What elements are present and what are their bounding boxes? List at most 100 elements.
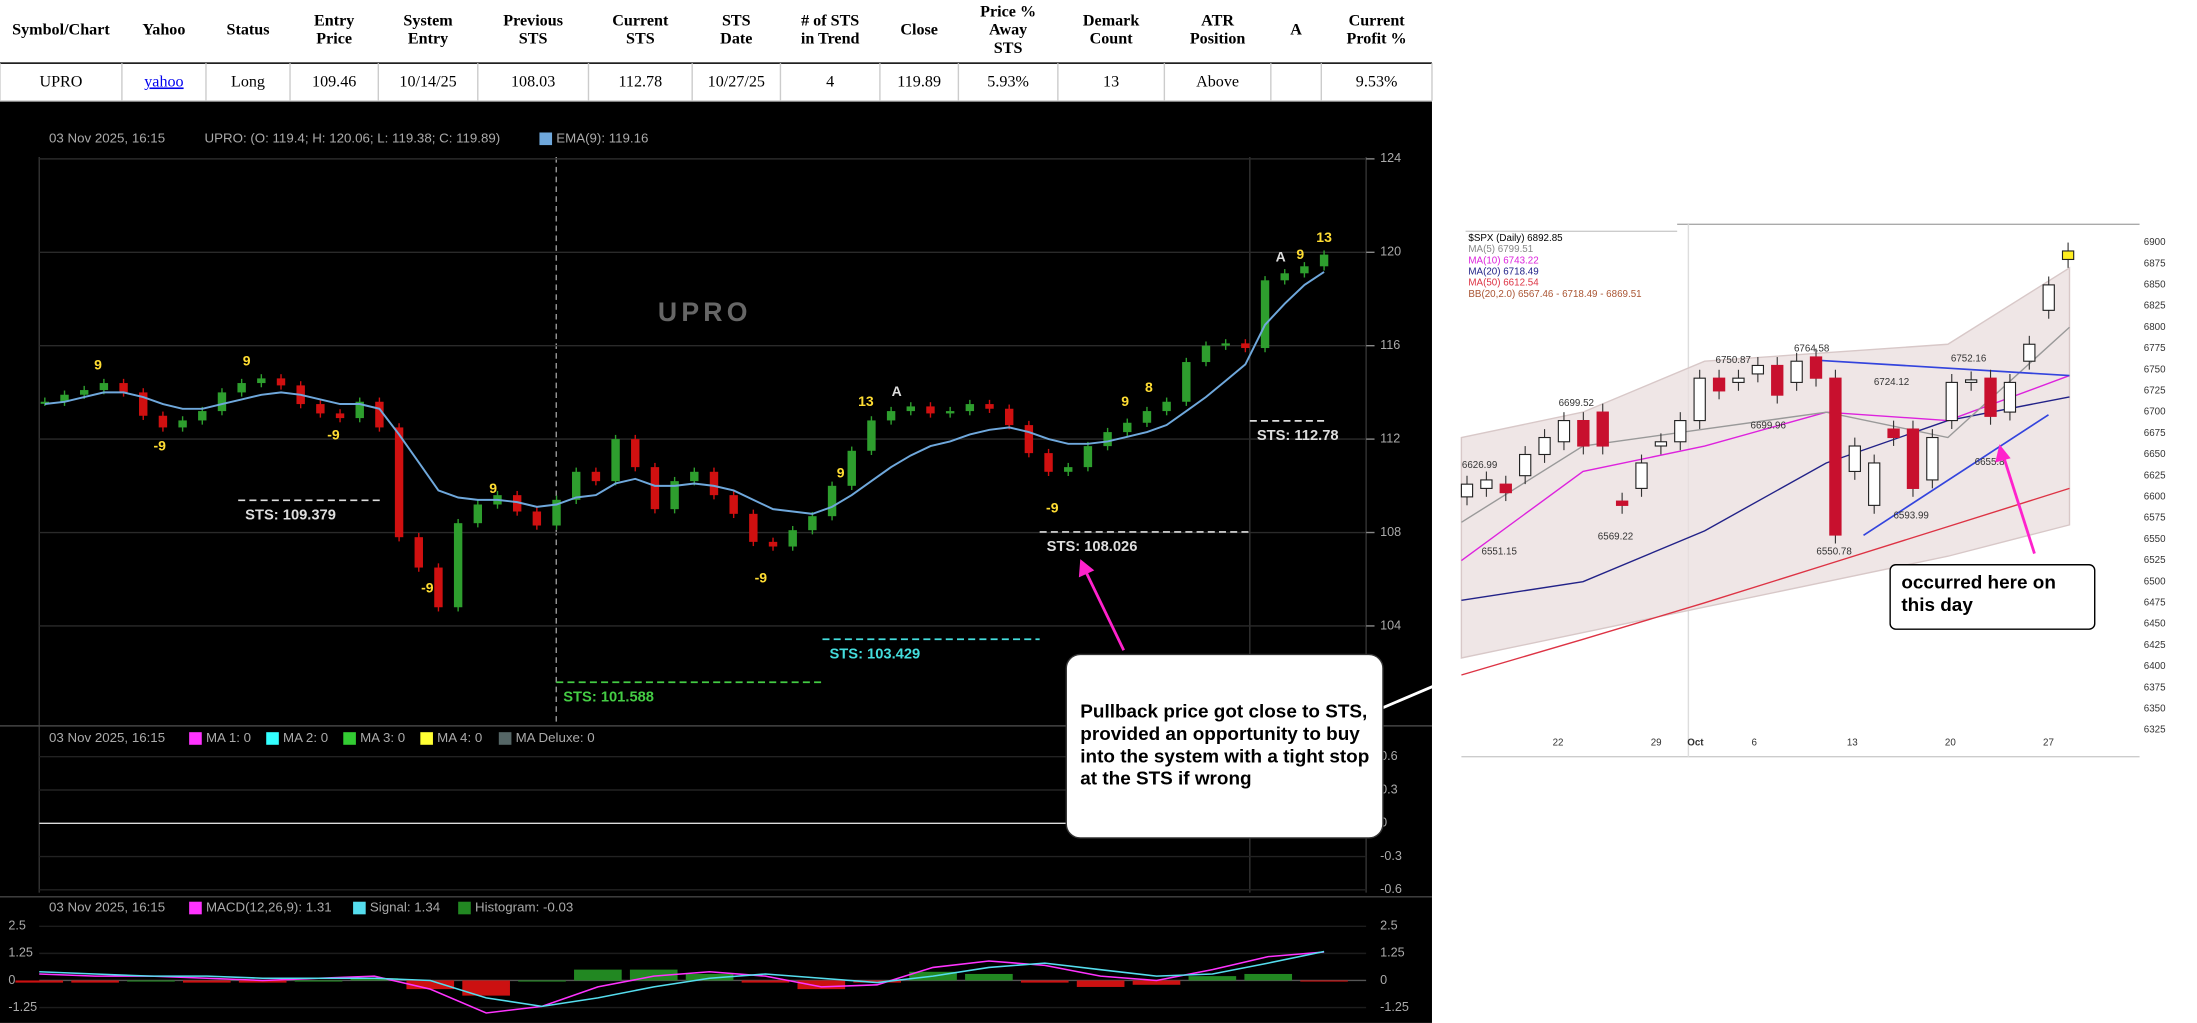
signal-line [39, 950, 1325, 1008]
note-text: occurred here on this day [1901, 571, 2056, 616]
candle [1083, 446, 1093, 468]
histogram-bar [406, 980, 455, 990]
price-panel [0, 100, 1432, 1023]
candle [985, 404, 994, 409]
histogram-bar [71, 980, 119, 983]
histogram-bar [797, 980, 846, 990]
candle [257, 378, 266, 384]
candle [591, 471, 601, 482]
ma5-line [1461, 326, 2070, 523]
candle [473, 504, 483, 524]
candle [60, 394, 69, 402]
candle [434, 567, 443, 608]
y-tick-label: 6375 [2144, 682, 2166, 693]
value-label: 6655.8 [1975, 457, 2006, 468]
y-tick-label: -0.6 [1380, 882, 1402, 896]
timestamp: 03 Nov 2025, 16:15 [49, 900, 165, 915]
y-tick-label: 6550 [2144, 534, 2166, 545]
candle [709, 471, 719, 496]
candle [198, 411, 207, 421]
legend-entry: MA(5) 6799.51 [1468, 244, 1533, 255]
table-cell: 112.78 [618, 73, 662, 90]
candle [1848, 445, 1861, 473]
table-header: Profit % [1347, 31, 1407, 48]
candle [2061, 250, 2075, 261]
y-tick-label: 2.5 [1380, 919, 1398, 933]
table-cell: Above [1196, 73, 1239, 90]
candle [1964, 379, 1978, 383]
candle [453, 523, 463, 608]
histogram-bar [1076, 980, 1125, 987]
candle [1460, 483, 1474, 498]
candle [1674, 420, 1687, 443]
y-tick-label: 6675 [2144, 428, 2166, 439]
candle [1732, 377, 1745, 383]
yahoo-link[interactable]: yahoo [144, 73, 183, 90]
candle [729, 495, 738, 514]
y-tick-label: 6900 [2144, 237, 2166, 248]
legend-entry: MACD(12,26,9): 1.31 [206, 900, 332, 915]
candle [1280, 273, 1289, 281]
candle [1142, 411, 1152, 423]
legend-entry: MA 3: 0 [360, 730, 405, 745]
candle [1241, 343, 1250, 349]
candle [1906, 428, 1920, 489]
sts-label: STS: 109.379 [245, 508, 336, 524]
arrow-head [1078, 559, 1095, 578]
table-header: ATR [1201, 13, 1234, 30]
candle [1024, 425, 1034, 454]
note-box [1889, 564, 2096, 630]
legend-entry: Signal: 1.34 [370, 900, 440, 915]
candle [99, 383, 109, 391]
value-label: 6699.96 [1751, 421, 1787, 432]
timestamp: 03 Nov 2025, 16:15 [49, 130, 165, 145]
histogram-bar [1244, 973, 1293, 981]
candle [1887, 428, 1900, 439]
table-header: Close [900, 22, 938, 39]
y-tick-label: 6525 [2144, 555, 2166, 566]
arrow [1084, 571, 1125, 651]
candle [1926, 436, 1939, 481]
demark-count: -9 [327, 427, 340, 443]
table-header: STS [626, 31, 655, 48]
y-tick-label: 0.6 [1380, 749, 1398, 763]
candle [79, 390, 89, 395]
value-label: 6593.99 [1893, 510, 1928, 521]
demark-count: -9 [421, 579, 434, 595]
demark-count: 13 [858, 393, 874, 409]
candle [1577, 420, 1590, 447]
legend-swatch [420, 732, 433, 745]
candle [178, 420, 187, 428]
candle [1615, 500, 1629, 506]
sts-label: STS: 112.78 [1257, 428, 1339, 444]
legend-entry: MA(10) 6743.22 [1468, 255, 1538, 266]
y-tick-label: 0 [1380, 816, 1387, 830]
candle [1868, 462, 1881, 506]
y-tick-label: 120 [1380, 245, 1401, 259]
demark-count: 9 [489, 480, 497, 496]
y-tick-label: -1.25 [8, 1000, 37, 1014]
watermark: UPRO [658, 297, 752, 327]
x-tick-label: 6 [1752, 737, 1758, 748]
legend-swatch [189, 732, 202, 745]
legend-entry: Histogram: -0.03 [475, 900, 573, 915]
candle [867, 420, 876, 451]
x-tick-label: Oct [1687, 737, 1704, 748]
demark-count: A [1276, 249, 1286, 265]
legend-entry: MA(20) 6718.49 [1468, 266, 1538, 277]
y-tick-label: 112 [1380, 431, 1400, 445]
candle [670, 481, 679, 510]
legend-swatch [266, 732, 279, 745]
legend-entry: MA(50) 6612.54 [1468, 278, 1539, 289]
table-cell: 109.46 [312, 73, 356, 90]
table-header: Current [612, 13, 669, 30]
legend-swatch [498, 732, 512, 745]
y-tick-label: 104 [1380, 618, 1401, 632]
candle [926, 406, 935, 414]
candle [1162, 401, 1171, 412]
macd-line [39, 951, 1325, 1014]
y-tick-label: 6650 [2144, 449, 2166, 460]
candle [1064, 467, 1073, 472]
candle [1319, 254, 1329, 267]
candle [316, 404, 325, 414]
